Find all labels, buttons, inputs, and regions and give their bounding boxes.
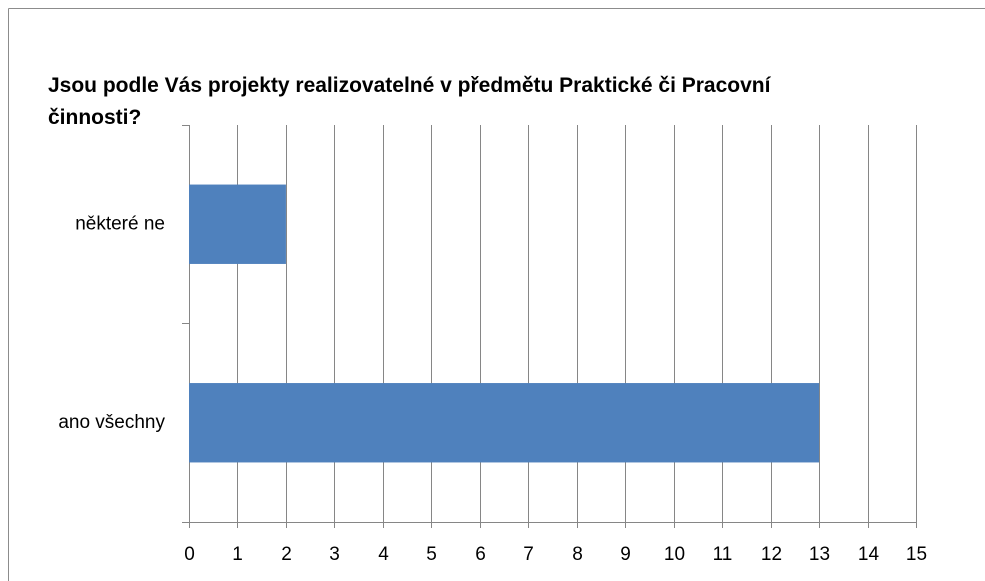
x-tick-label: 9 [620,544,631,565]
x-tick-label: 0 [184,544,195,565]
bar [189,184,286,264]
x-tick-label: 4 [378,544,389,565]
x-tick-label: 13 [809,544,830,565]
x-tick-label: 6 [475,544,486,565]
x-tick-label: 2 [281,544,292,565]
x-tick-label: 15 [906,544,927,565]
bar [189,383,820,463]
x-tick-label: 11 [713,544,733,565]
x-tick-label: 5 [426,544,437,565]
y-tick-label: některé ne [75,213,165,234]
x-tick-label: 14 [858,544,880,565]
x-tick-label: 8 [572,544,583,565]
y-tick-label: ano všechny [58,412,165,433]
x-tick-label: 3 [329,544,340,565]
chart-title: Jsou podle Vás projekty realizovatelné v… [48,74,771,129]
x-tick-label: 7 [523,544,534,565]
x-tick-label: 10 [664,544,685,565]
x-tick-label: 12 [761,544,782,565]
x-tick-label: 1 [232,544,243,565]
